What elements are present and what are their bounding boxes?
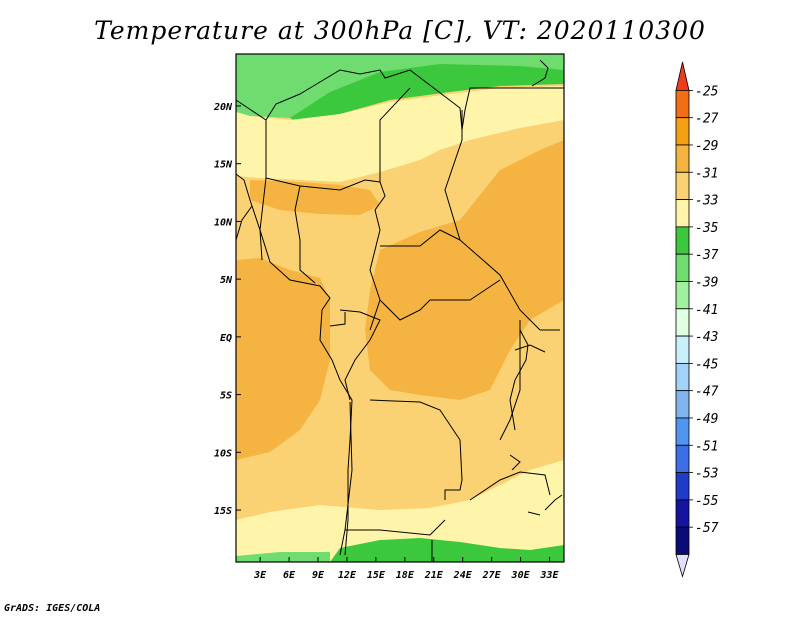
map-title: Temperature at 300hPa [C], VT: 202011030… <box>94 16 706 45</box>
map-frame <box>235 53 565 563</box>
lon-label: 27E <box>482 570 502 581</box>
legend-swatch <box>675 335 690 364</box>
legend-label: -53 <box>695 467 718 482</box>
legend-label: -43 <box>695 330 718 345</box>
lon-label: 33E <box>539 570 559 581</box>
longitude-axis: 3E 6E 9E 12E 15E 18E 21E 24E 27E 30E 33E <box>253 557 560 581</box>
field-39-band-south <box>330 538 564 562</box>
legend-label: -27 <box>695 112 719 127</box>
lat-label: 10S <box>214 448 232 459</box>
field-39-patch-north <box>290 64 564 124</box>
field-31-west-coast <box>236 258 330 460</box>
legend-label: -35 <box>695 221 719 236</box>
legend-swatch <box>675 89 690 119</box>
legend-label: -57 <box>695 521 719 536</box>
legend-swatch <box>675 362 690 392</box>
legend-swatch <box>675 171 690 200</box>
legend-label: -29 <box>695 139 718 154</box>
lat-label: 15S <box>214 506 232 517</box>
legend-label: -41 <box>695 303 718 318</box>
latitude-axis: 20N 15N 10N 5N EQ 5S 10S 15S <box>213 102 241 517</box>
legend-swatch <box>675 472 690 501</box>
legend-swatch <box>675 226 690 255</box>
legend-swatch <box>675 417 690 446</box>
legend-label: -51 <box>695 439 718 454</box>
legend-swatch <box>675 253 690 282</box>
legend-label: -47 <box>695 385 719 400</box>
legend-swatch <box>675 499 690 528</box>
legend-swatch <box>675 144 690 173</box>
field-35-band-south <box>236 460 564 562</box>
lon-label: 9E <box>312 570 325 581</box>
lon-label: 24E <box>453 570 473 581</box>
lat-label: 5N <box>220 275 233 286</box>
lon-label: 15E <box>367 570 386 581</box>
field-35-band-north <box>236 86 564 182</box>
coastlines <box>236 59 563 556</box>
lat-label: 15N <box>214 160 233 171</box>
legend-label: -55 <box>695 494 719 509</box>
legend-swatch <box>675 117 690 146</box>
legend-swatch <box>675 390 690 419</box>
color-legend: -25 -27 -29 -31 -33 -35 -37 -39 -41 -43 -45 -47 -49 -… <box>675 61 719 578</box>
lon-label: 12E <box>338 570 357 581</box>
legend-swatch <box>675 444 690 473</box>
legend-label: -45 <box>695 357 719 372</box>
legend-label: -39 <box>695 275 718 290</box>
legend-swatch <box>675 526 690 555</box>
legend-label: -31 <box>695 166 718 181</box>
lon-label: 18E <box>396 570 415 581</box>
lon-label: 21E <box>424 570 444 581</box>
lon-label: 30E <box>511 570 531 581</box>
field-31-north-central <box>250 180 380 215</box>
legend-label: -37 <box>695 248 719 263</box>
legend-label: -25 <box>695 84 719 99</box>
lat-label: EQ <box>220 333 232 344</box>
legend-swatch <box>675 308 690 337</box>
legend-swatch <box>675 281 690 310</box>
field-31-central-east <box>365 140 564 400</box>
legend-swatch <box>675 199 690 228</box>
legend-label: -33 <box>695 194 718 209</box>
legend-top-arrow <box>675 61 690 91</box>
field-37-band-south <box>236 552 330 562</box>
legend-bottom-arrow <box>675 554 690 578</box>
lat-label: 20N <box>213 102 233 113</box>
lat-label: 10N <box>214 217 233 228</box>
map-panel: 20N 15N 10N 5N EQ 5S 10S 15S 3E 6E 9E 12E 15E 18E 21E… <box>213 53 565 581</box>
legend-label: -49 <box>695 412 718 427</box>
lon-label: 6E <box>283 570 296 581</box>
credit-text: GrADS: IGES/COLA <box>4 603 101 614</box>
lat-label: 5S <box>220 391 232 402</box>
lon-label: 3E <box>253 570 267 581</box>
